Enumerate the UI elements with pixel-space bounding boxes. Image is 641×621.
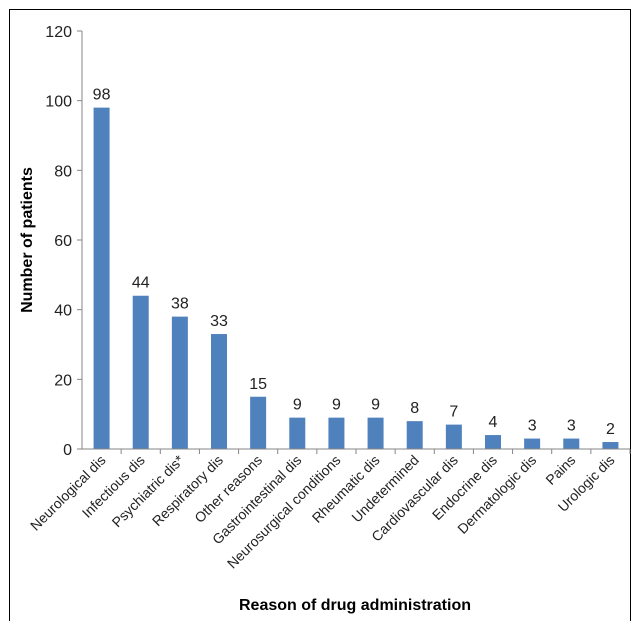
x-tick-label: Pains xyxy=(542,452,578,488)
y-tick-label: 0 xyxy=(63,442,72,459)
bar xyxy=(367,417,384,449)
bar xyxy=(406,421,423,449)
bar xyxy=(93,107,110,449)
data-label: 4 xyxy=(489,414,498,431)
data-label: 7 xyxy=(449,404,458,421)
bar xyxy=(602,442,619,449)
y-tick-label: 60 xyxy=(54,233,72,250)
y-tick-label: 120 xyxy=(45,24,72,41)
y-axis-title: Number of patients xyxy=(19,167,36,313)
data-label: 8 xyxy=(410,400,419,417)
data-label: 9 xyxy=(371,397,380,414)
data-label: 33 xyxy=(210,313,228,330)
y-tick-label: 100 xyxy=(45,94,72,111)
x-axis-title: Reason of drug administration xyxy=(239,597,471,614)
bar xyxy=(250,396,267,449)
bar xyxy=(445,424,462,449)
data-label: 3 xyxy=(567,418,576,435)
data-label: 15 xyxy=(249,376,267,393)
bar xyxy=(328,417,345,449)
data-label: 38 xyxy=(171,296,189,313)
bar xyxy=(524,438,541,449)
data-label: 2 xyxy=(606,421,615,438)
chart-frame xyxy=(9,9,631,621)
bars xyxy=(93,107,619,449)
data-label: 44 xyxy=(132,275,150,292)
data-label: 98 xyxy=(93,87,111,104)
y-tick-label: 80 xyxy=(54,163,72,180)
bar xyxy=(211,334,227,449)
y-tick-label: 20 xyxy=(54,372,72,389)
data-label: 3 xyxy=(528,418,537,435)
y-axis: 0 20 40 60 80 100 120 xyxy=(45,24,83,459)
bar xyxy=(289,417,306,449)
data-label: 9 xyxy=(332,397,341,414)
bar xyxy=(485,435,501,449)
bar xyxy=(171,316,188,449)
data-label: 9 xyxy=(293,397,302,414)
y-tick-label: 40 xyxy=(54,303,72,320)
bar xyxy=(132,295,149,449)
bar xyxy=(563,438,580,449)
